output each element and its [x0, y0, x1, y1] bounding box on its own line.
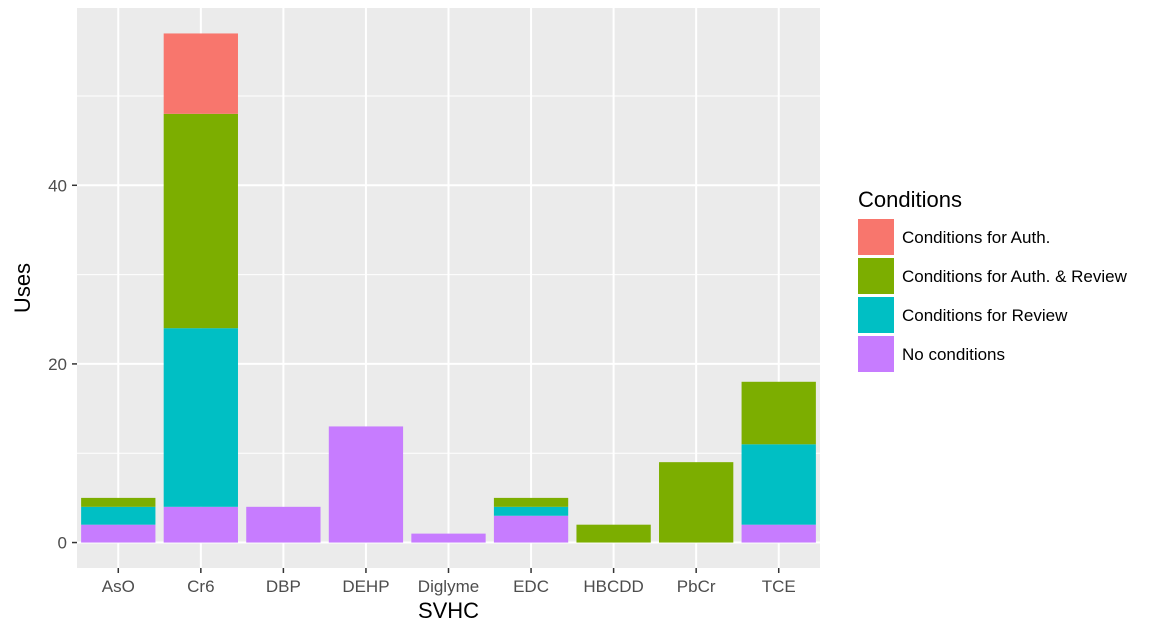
- bar-segment: [163, 33, 238, 114]
- x-tick-label: HBCDD: [583, 577, 643, 596]
- bar-segment: [741, 444, 816, 525]
- x-axis: AsO Cr6 DBP DEHP Diglyme EDC HBCDD PbCr TCE: [102, 568, 796, 596]
- bar-segment: [81, 524, 156, 543]
- x-tick-label: AsO: [102, 577, 135, 596]
- bar-segment: [493, 506, 569, 516]
- legend: Conditions Conditions for Auth. Condition…: [858, 187, 1128, 372]
- bar-segment: [163, 113, 238, 329]
- legend-swatch: [858, 336, 894, 372]
- legend-title: Conditions: [858, 187, 962, 212]
- y-axis-title: Uses: [10, 263, 35, 313]
- bar-segment: [411, 533, 486, 543]
- bar-segment: [163, 328, 238, 507]
- legend-swatch: [858, 219, 894, 255]
- bar-segment: [493, 515, 569, 543]
- bar-segment: [576, 524, 651, 543]
- y-tick-label: 0: [58, 534, 67, 553]
- x-tick-label: EDC: [513, 577, 549, 596]
- x-tick-label: PbCr: [677, 577, 716, 596]
- bar-segment: [659, 462, 734, 543]
- x-tick-label: Cr6: [187, 577, 214, 596]
- bar-segment: [493, 497, 569, 507]
- legend-label: Conditions for Auth. & Review: [902, 267, 1128, 286]
- bar-segment: [81, 497, 156, 507]
- bar-segment: [741, 381, 816, 445]
- legend-label: No conditions: [902, 345, 1005, 364]
- y-tick-label: 20: [48, 355, 67, 374]
- legend-swatch: [858, 297, 894, 333]
- x-axis-title: SVHC: [418, 598, 479, 623]
- bar-segment: [328, 426, 404, 543]
- bar-segment: [246, 506, 321, 543]
- bars: [81, 33, 816, 543]
- x-tick-label: TCE: [762, 577, 796, 596]
- legend-label: Conditions for Auth.: [902, 228, 1050, 247]
- y-tick-label: 40: [48, 176, 67, 195]
- x-tick-label: DBP: [266, 577, 301, 596]
- y-axis: 0 20 40: [48, 176, 77, 553]
- bar-segment: [163, 506, 238, 543]
- bar-segment: [741, 524, 816, 543]
- legend-swatch: [858, 258, 894, 294]
- legend-label: Conditions for Review: [902, 306, 1068, 325]
- x-tick-label: Diglyme: [418, 577, 479, 596]
- bar-segment: [81, 506, 156, 525]
- x-tick-label: DEHP: [342, 577, 389, 596]
